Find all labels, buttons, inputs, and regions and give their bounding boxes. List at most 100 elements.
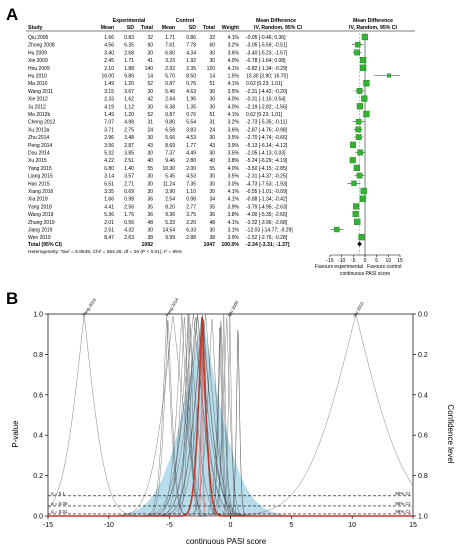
exp-mean: 2.51 [104, 228, 114, 234]
prediction-band [48, 316, 413, 516]
forest-tick-label: -15 [326, 258, 333, 264]
ctrl-total: 36 [209, 212, 215, 218]
table-header: Experimental Control Mean Difference Mea… [28, 18, 398, 31]
study-weight: 4.1% [228, 197, 240, 203]
exp-mean: 2.10 [104, 66, 114, 72]
exp-mean: 3.71 [104, 127, 114, 133]
exp-sd: 0.83 [124, 35, 134, 41]
exp-sd: 1.71 [124, 58, 134, 64]
exp-mean: 2.33 [104, 97, 114, 103]
exp-mean: 4.56 [104, 43, 114, 49]
exp-mean: 4.41 [104, 204, 114, 210]
exp-sd: 9.80 [124, 74, 134, 80]
exp-sd: 1.88 [124, 66, 134, 72]
total-weight: 100.0% [221, 242, 239, 248]
exp-sd: 2.75 [124, 127, 134, 133]
header-ctrl-total: Total [203, 25, 216, 31]
study-effect-square [360, 187, 367, 195]
ctrl-sd: 4.49 [186, 151, 196, 157]
ctrl-sd: 0.76 [186, 112, 196, 118]
ctrl-total: 55 [209, 166, 215, 172]
x-tick-label: -15 [43, 522, 53, 529]
header-study: Study [28, 25, 43, 31]
exp-total: 38 [147, 235, 153, 241]
study-name: Zhu 2014 [28, 135, 49, 141]
ctrl-sd: 4.53 [186, 135, 196, 141]
exp-sd: 2.56 [124, 204, 134, 210]
ctrl-total: 24 [209, 127, 215, 133]
x-tick-label: 10 [348, 522, 356, 529]
ctrl-mean: 1.71 [165, 35, 175, 41]
study-name: Han 2015 [28, 181, 50, 187]
right-y-tick-label: 0.2 [418, 352, 428, 359]
ctrl-mean: 7.61 [165, 43, 175, 49]
alpha-level-label: α = 0.05 [51, 501, 68, 506]
curve-label: Qiu 2005 [226, 299, 239, 317]
study-weight: 3.8% [228, 212, 240, 218]
study-effect-square [353, 164, 360, 172]
ctrl-sd: 0.98 [186, 197, 196, 203]
ctrl-mean: 9.80 [165, 120, 175, 126]
exp-mean: 2.45 [104, 58, 114, 64]
exp-mean: 3.35 [104, 189, 114, 195]
study-effect-square [352, 211, 359, 218]
exp-mean: 3.14 [104, 174, 114, 180]
favours-right: Favours control [367, 264, 401, 270]
exp-mean: 1.49 [104, 81, 114, 87]
ctrl-sd: 1.95 [186, 97, 196, 103]
total-label: Total (95% CI) [28, 242, 62, 248]
ctrl-sd: 4.53 [186, 174, 196, 180]
ctrl-mean: 0.87 [165, 112, 175, 118]
exp-total: 14 [147, 74, 153, 80]
ctrl-total: 30 [209, 181, 215, 187]
ctrl-total: 40 [209, 158, 215, 164]
study-name: Xie 2012 [28, 97, 48, 103]
study-md-ci: -1.52 [-2.76; -0.28] [246, 235, 288, 241]
forest-tick-label: -10 [338, 258, 345, 264]
ctrl-mean: 5.45 [165, 174, 175, 180]
header-control: Control [176, 18, 195, 24]
study-md-ci: -2.31 [-4.42; -0.20] [246, 89, 288, 95]
header-md: Mean Difference [256, 18, 296, 24]
study-effect-square [359, 195, 367, 202]
exp-mean: 3.40 [104, 50, 114, 56]
ctrl-mean: 2.92 [165, 66, 175, 72]
study-effect-square [363, 80, 370, 87]
ctrl-total: 30 [209, 135, 215, 141]
ctrl-total: 51 [209, 112, 215, 118]
forest-tick-label: -5 [351, 258, 356, 264]
ctrl-total: 30 [209, 89, 215, 95]
exp-mean: 2.01 [104, 220, 114, 226]
curve-label: Hu 2010 [352, 300, 365, 317]
ctrl-sd: 7.35 [186, 181, 196, 187]
study-weight: 4.1% [228, 66, 240, 72]
study-md-ci: -3.50 [-4.15; -2.85] [246, 166, 288, 172]
study-name: Peng 2014 [28, 143, 52, 149]
exp-total: 48 [147, 220, 153, 226]
study-effect-square [363, 110, 370, 118]
ctrl-mean: 14.54 [162, 228, 175, 234]
ci-level-label: 99% CI [395, 509, 410, 514]
study-md-ci: -12.03 [-14.77; -9.29] [246, 228, 293, 234]
exp-total: 40 [147, 158, 153, 164]
ctrl-sd: 7.78 [186, 43, 196, 49]
study-weight: 3.8% [228, 158, 240, 164]
study-name: Wen 2019 [28, 235, 51, 241]
ctrl-sd: 4.63 [186, 89, 196, 95]
header-weight: Weight [222, 25, 239, 31]
right-y-tick-label: 0.0 [418, 312, 428, 319]
exp-total: 30 [147, 181, 153, 187]
ctrl-total: 30 [209, 97, 215, 103]
exp-mean: 6.80 [104, 166, 114, 172]
exp-mean: 1.49 [104, 112, 114, 118]
exp-mean: 5.32 [104, 151, 114, 157]
ctrl-sd: 1.92 [186, 58, 196, 64]
x-tick-label: -5 [167, 522, 173, 529]
exp-total: 41 [147, 58, 153, 64]
ctrl-mean: 5.70 [165, 74, 175, 80]
ctrl-sd: 2.77 [186, 204, 196, 210]
study-name: Wang 2011 [28, 89, 53, 95]
ctrl-total: 30 [209, 104, 215, 110]
study-md-ci: -4.00 [-5.35; -2.65] [246, 212, 288, 218]
exp-sd: 0.69 [124, 189, 134, 195]
